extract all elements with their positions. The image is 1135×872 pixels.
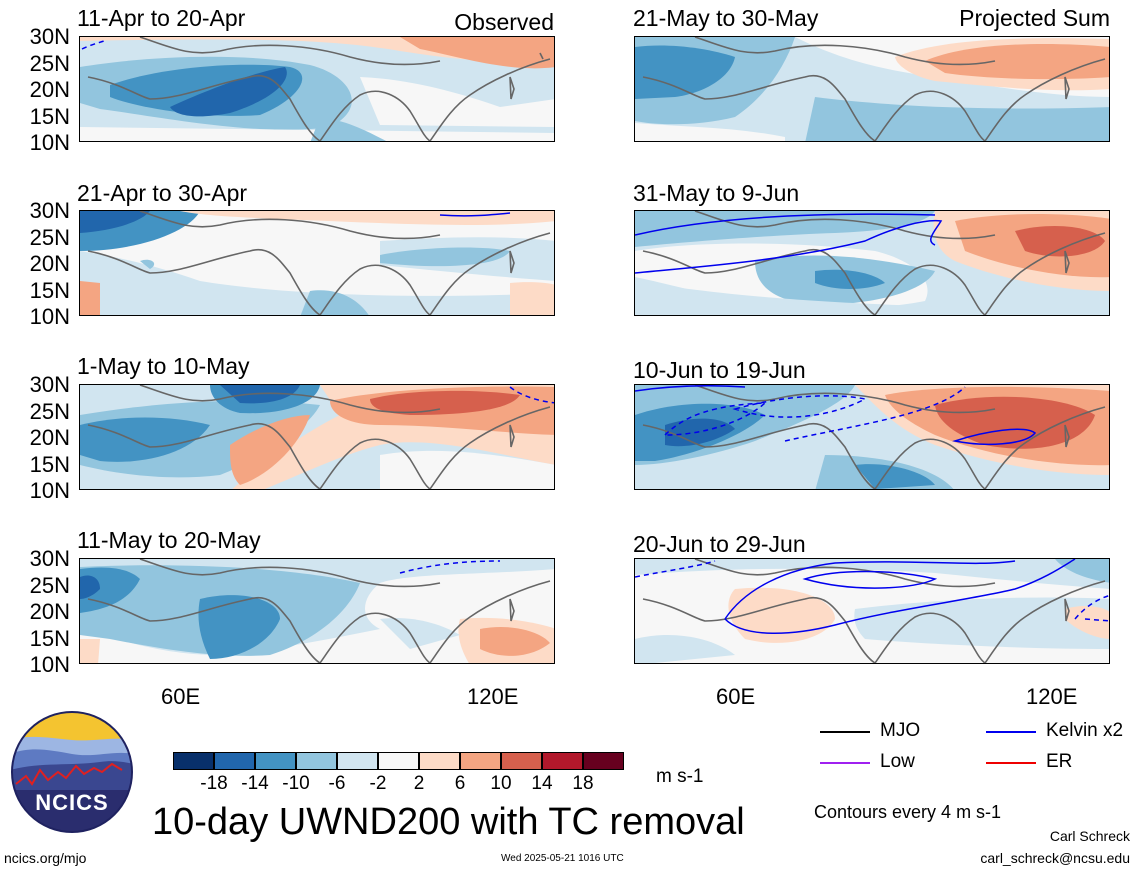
lat-label: 30N <box>29 372 70 397</box>
wind-anomaly-map <box>80 37 554 141</box>
logo-text: NCICS <box>35 790 109 815</box>
wind-anomaly-map <box>80 211 554 315</box>
colorbar-tick-label: 18 <box>572 773 594 794</box>
footer-website[interactable]: ncics.org/mjo <box>4 850 87 866</box>
map-panel-l1 <box>79 36 555 142</box>
colorbar-swatch <box>296 752 337 770</box>
colorbar-swatch <box>378 752 419 770</box>
colorbar-swatch <box>583 752 624 770</box>
lat-label: 25N <box>29 572 70 598</box>
observed-label: Observed <box>454 9 554 35</box>
colorbar-swatch <box>173 752 214 770</box>
map-panel-l2 <box>79 210 555 316</box>
lat-label: 20N <box>29 251 70 276</box>
lon-label: 120E <box>467 684 519 709</box>
legend-line-mjo <box>820 731 870 733</box>
legend-line-er <box>986 762 1036 764</box>
colorbar-swatch <box>542 752 583 770</box>
wind-anomaly-map <box>635 559 1109 663</box>
panel-title: 11-May to 20-May <box>77 527 261 553</box>
colorbar-swatch <box>214 752 255 770</box>
lat-label: 15N <box>29 277 70 303</box>
panel-title: 10-Jun to 19-Jun <box>633 357 806 383</box>
main-title: 10-day UWND200 with TC removal <box>152 801 745 843</box>
footer-timestamp: Wed 2025-05-21 1016 UTC <box>501 853 624 864</box>
ncics-logo: NCICS <box>10 710 134 834</box>
wind-anomaly-map <box>635 211 1109 315</box>
colorbar-swatch <box>419 752 460 770</box>
legend-label: ER <box>1046 751 1073 772</box>
lat-label: 10N <box>29 478 70 503</box>
lat-label: 25N <box>29 398 70 424</box>
wind-anomaly-map <box>635 385 1109 489</box>
colorbar-swatch <box>255 752 296 770</box>
map-panel-l4 <box>79 558 555 664</box>
colorbar-swatch <box>460 752 501 770</box>
lat-label: 30N <box>29 198 70 223</box>
footer-author: Carl Schreck <box>1049 828 1130 844</box>
wind-anomaly-map <box>635 37 1109 141</box>
legend-label: Low <box>880 751 915 772</box>
colorbar-tick-label: -6 <box>328 773 346 794</box>
panel-title: 1-May to 10-May <box>77 353 250 379</box>
lat-label: 10N <box>29 652 70 677</box>
colorbar-units: m s-1 <box>656 766 704 787</box>
footer-email[interactable]: carl_schreck@ncsu.edu <box>980 850 1130 866</box>
colorbar-tick-label: 10 <box>490 773 512 794</box>
colorbar-tick-label: 14 <box>531 773 553 794</box>
lat-label: 10N <box>29 304 70 329</box>
lat-label: 10N <box>29 130 70 155</box>
map-panel-r2 <box>634 210 1110 316</box>
lat-label: 15N <box>29 103 70 129</box>
colorbar-tick-label: -14 <box>241 773 269 794</box>
lat-label: 25N <box>29 50 70 76</box>
colorbar-swatch <box>337 752 378 770</box>
legend-label: Kelvin x2 <box>1046 720 1124 741</box>
colorbar-tick-label: -10 <box>282 773 310 794</box>
wind-anomaly-map <box>80 385 554 489</box>
lon-label: 60E <box>161 684 201 709</box>
legend-label: MJO <box>880 720 921 741</box>
map-panel-r3 <box>634 384 1110 490</box>
lat-label: 25N <box>29 224 70 250</box>
panel-title: 21-May to 30-May <box>633 5 819 31</box>
colorbar-swatch <box>501 752 542 770</box>
lat-label: 30N <box>29 24 70 49</box>
panel-title: 21-Apr to 30-Apr <box>77 180 248 206</box>
lat-label: 15N <box>29 625 70 651</box>
legend-line-low <box>820 762 870 764</box>
panel-title: 31-May to 9-Jun <box>633 180 800 206</box>
lat-label: 30N <box>29 546 70 571</box>
map-panel-l3 <box>79 384 555 490</box>
colorbar-tick-label: -18 <box>200 773 228 794</box>
lat-label: 20N <box>29 77 70 102</box>
map-panel-r4 <box>634 558 1110 664</box>
lat-label: 20N <box>29 599 70 624</box>
projected-label: Projected Sum <box>959 5 1110 31</box>
map-panel-r1 <box>634 36 1110 142</box>
panel-title: 20-Jun to 29-Jun <box>633 531 806 557</box>
wind-anomaly-map <box>80 559 554 663</box>
lon-label: 120E <box>1026 684 1078 709</box>
colorbar-tick-label: -2 <box>369 773 387 794</box>
lat-label: 20N <box>29 425 70 450</box>
contours-note: Contours every 4 m s-1 <box>814 802 1002 822</box>
colorbar-tick-label: 2 <box>413 773 425 794</box>
lon-label: 60E <box>716 684 756 709</box>
colorbar-tick-label: 6 <box>454 773 466 794</box>
legend-line-kelvin <box>986 731 1036 733</box>
panel-title: 11-Apr to 20-Apr <box>77 5 246 31</box>
lat-label: 15N <box>29 451 70 477</box>
